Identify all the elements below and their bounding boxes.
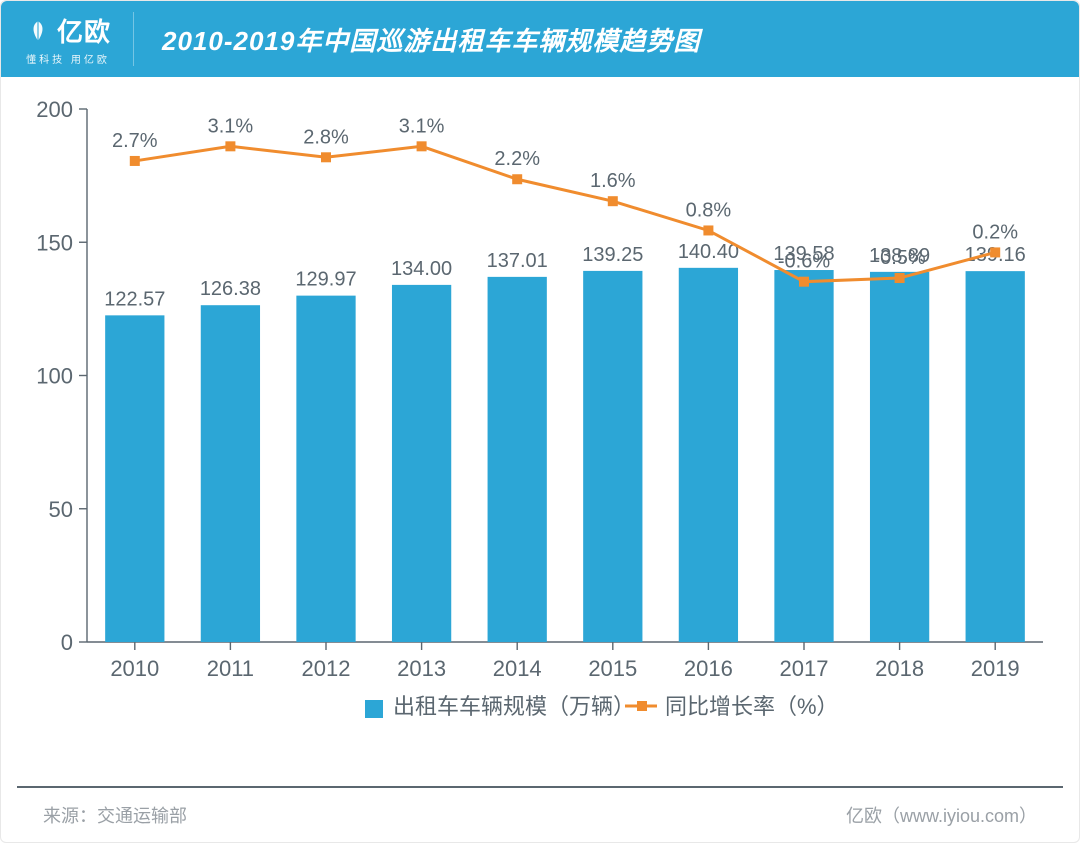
x-tick-label: 2011 xyxy=(207,656,254,681)
bar xyxy=(201,305,260,642)
bar xyxy=(296,296,355,642)
line-value-label: -0.6% xyxy=(778,251,830,273)
logo-block: 亿欧 懂科技 用亿欧 xyxy=(25,12,134,66)
line-marker xyxy=(991,248,1000,257)
bar-value-label: 129.97 xyxy=(295,269,356,291)
y-tick-label: 0 xyxy=(61,630,73,655)
line-marker xyxy=(704,226,713,235)
line-value-label: 0.8% xyxy=(686,199,732,221)
chart-svg: 0 50 100 150 200 122.57 126.38 129.97 134.00 137.… xyxy=(17,89,1063,752)
legend-bar-swatch xyxy=(365,700,383,718)
logo-subtitle: 懂科技 用亿欧 xyxy=(26,51,110,66)
bar xyxy=(583,271,642,642)
growth-line xyxy=(135,146,995,281)
bar xyxy=(679,268,738,642)
bar-value-label: 137.01 xyxy=(487,250,548,272)
y-tick-label: 50 xyxy=(49,497,73,522)
line-value-label: 2.7% xyxy=(112,130,158,152)
line-marker xyxy=(800,277,809,286)
bar-value-label: 134.00 xyxy=(391,258,452,280)
line-marker xyxy=(417,142,426,151)
bar xyxy=(966,271,1025,642)
bar xyxy=(774,270,833,642)
x-tick-label: 2015 xyxy=(588,656,637,681)
x-tick-label: 2016 xyxy=(684,656,733,681)
bar xyxy=(392,285,451,642)
line-marker xyxy=(130,156,139,165)
line-value-label: 2.8% xyxy=(303,126,349,148)
bar xyxy=(105,315,164,642)
line-marker xyxy=(608,197,617,206)
footer: 来源：交通运输部 亿欧（www.iyiou.com） xyxy=(17,786,1063,842)
legend-line-swatch-marker xyxy=(637,701,647,711)
x-tick-label: 2012 xyxy=(302,656,351,681)
x-tick-label: 2017 xyxy=(780,656,829,681)
y-tick-label: 200 xyxy=(36,97,73,122)
legend-bar-label: 出租车车辆规模（万辆） xyxy=(393,694,635,719)
x-tick-label: 2013 xyxy=(397,656,446,681)
chart-area: 0 50 100 150 200 122.57 126.38 129.97 134.00 137.… xyxy=(17,89,1063,752)
line-marker xyxy=(322,153,331,162)
line-value-label: 3.1% xyxy=(399,115,445,137)
x-tick-label: 2019 xyxy=(971,656,1020,681)
legend-line-label: 同比增长率（%） xyxy=(665,694,839,719)
x-tick-label: 2018 xyxy=(875,656,924,681)
brand-leaf-icon xyxy=(25,18,51,44)
line-value-label: 3.1% xyxy=(208,115,254,137)
brand-attribution: 亿欧（www.iyiou.com） xyxy=(846,802,1037,828)
source-label: 来源：交通运输部 xyxy=(43,802,187,828)
line-marker xyxy=(513,175,522,184)
chart-card: 亿欧 懂科技 用亿欧 2010-2019年中国巡游出租车车辆规模趋势图 0 50 1… xyxy=(0,0,1080,843)
bar-value-label: 139.25 xyxy=(582,244,643,266)
line-value-label: 2.2% xyxy=(494,148,540,170)
bar-value-label: 122.57 xyxy=(104,288,165,310)
bar-value-label: 140.40 xyxy=(678,241,739,263)
line-value-label: 1.6% xyxy=(590,170,636,192)
line-value-label: -0.5% xyxy=(873,247,925,269)
header-bar: 亿欧 懂科技 用亿欧 2010-2019年中国巡游出租车车辆规模趋势图 xyxy=(1,1,1079,77)
y-tick-label: 150 xyxy=(36,230,73,255)
bar xyxy=(488,277,547,642)
x-tick-label: 2014 xyxy=(493,656,542,681)
chart-title: 2010-2019年中国巡游出租车车辆规模趋势图 xyxy=(162,21,700,58)
line-value-label: 0.2% xyxy=(972,221,1018,243)
bar xyxy=(870,272,929,642)
line-marker xyxy=(895,274,904,283)
logo-text: 亿欧 xyxy=(57,12,111,49)
line-marker xyxy=(226,142,235,151)
y-tick-label: 100 xyxy=(36,364,73,389)
x-tick-label: 2010 xyxy=(110,656,159,681)
bar-value-label: 126.38 xyxy=(200,278,261,300)
